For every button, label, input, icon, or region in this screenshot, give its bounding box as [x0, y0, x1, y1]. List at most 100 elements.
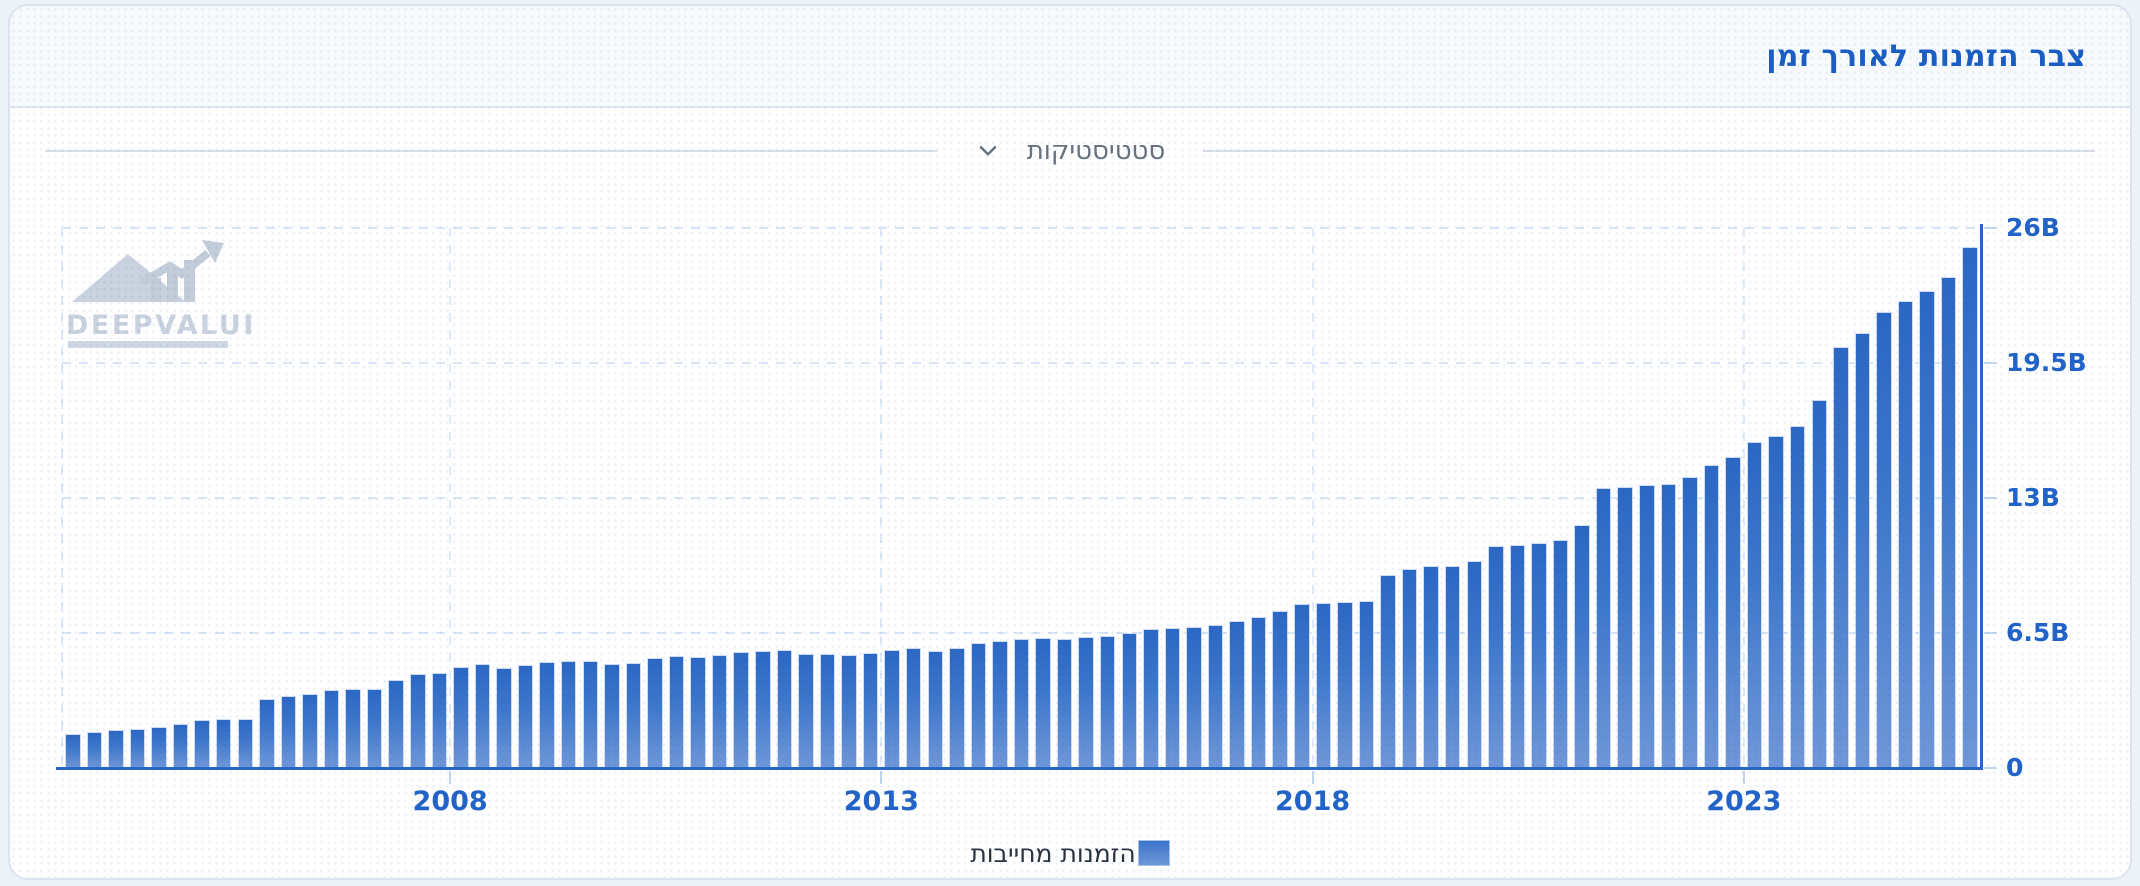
bar-7[interactable] — [194, 719, 210, 768]
bar-41[interactable] — [927, 650, 943, 768]
bar-75[interactable] — [1660, 484, 1677, 768]
legend-item-backlog[interactable]: הזמנות מחייבות — [10, 833, 2130, 873]
bar-88[interactable] — [1940, 276, 1957, 768]
bar-18[interactable] — [431, 672, 448, 768]
bar-53[interactable] — [1186, 627, 1202, 768]
bar-67[interactable] — [1488, 545, 1504, 768]
bar-55[interactable] — [1229, 621, 1245, 768]
bar-23[interactable] — [539, 661, 555, 768]
bar-73[interactable] — [1617, 486, 1633, 768]
bar-20[interactable] — [474, 663, 491, 768]
bar-47[interactable] — [1056, 638, 1073, 768]
bar-16[interactable] — [388, 679, 404, 768]
bar-37[interactable] — [841, 655, 857, 768]
bar-19[interactable] — [453, 666, 469, 768]
bar-29[interactable] — [668, 656, 685, 768]
bar-11[interactable] — [280, 695, 297, 768]
bar-50[interactable] — [1121, 633, 1138, 768]
y-tick-26B — [1984, 227, 1997, 229]
bar-66[interactable] — [1466, 560, 1483, 768]
bar-58[interactable] — [1294, 603, 1310, 768]
bar-9[interactable] — [237, 718, 254, 768]
bar-1[interactable] — [65, 733, 81, 768]
bar-26[interactable] — [604, 663, 620, 768]
bar-5[interactable] — [151, 727, 167, 768]
gridline-v-left-edge — [61, 228, 63, 768]
bar-32[interactable] — [733, 651, 749, 768]
y-axis-label-6.5B: 6.5B — [2006, 618, 2070, 647]
bar-51[interactable] — [1143, 628, 1159, 768]
bar-12[interactable] — [302, 693, 318, 768]
bar-61[interactable] — [1358, 600, 1375, 768]
bar-79[interactable] — [1746, 441, 1763, 768]
bar-77[interactable] — [1703, 464, 1720, 768]
bar-86[interactable] — [1897, 301, 1914, 768]
bar-87[interactable] — [1919, 291, 1935, 768]
bar-6[interactable] — [172, 723, 189, 768]
bar-13[interactable] — [323, 689, 340, 768]
bar-42[interactable] — [949, 647, 965, 768]
bar-56[interactable] — [1250, 616, 1267, 768]
bar-84[interactable] — [1854, 332, 1871, 768]
bar-8[interactable] — [215, 718, 232, 768]
bar-74[interactable] — [1639, 485, 1655, 768]
bar-89[interactable] — [1962, 246, 1978, 768]
bar-78[interactable] — [1725, 456, 1741, 768]
bar-52[interactable] — [1164, 628, 1181, 768]
bar-3[interactable] — [108, 730, 124, 768]
bar-43[interactable] — [970, 643, 987, 768]
bar-21[interactable] — [496, 668, 512, 768]
bar-36[interactable] — [819, 653, 836, 768]
gridline-h-26B — [62, 227, 1981, 229]
bar-69[interactable] — [1531, 543, 1547, 768]
bar-62[interactable] — [1380, 575, 1396, 768]
x-axis-label-2008: 2008 — [412, 786, 488, 817]
bar-64[interactable] — [1423, 566, 1439, 768]
bar-59[interactable] — [1315, 602, 1332, 768]
bar-14[interactable] — [345, 689, 361, 768]
bar-17[interactable] — [410, 674, 426, 768]
bar-70[interactable] — [1552, 539, 1569, 768]
bar-2[interactable] — [86, 732, 103, 768]
bar-72[interactable] — [1595, 487, 1612, 768]
bar-25[interactable] — [582, 661, 598, 768]
bar-35[interactable] — [798, 653, 814, 768]
bar-76[interactable] — [1682, 476, 1698, 768]
bar-54[interactable] — [1207, 625, 1224, 768]
divider-line-right — [1203, 150, 2096, 152]
bar-83[interactable] — [1833, 346, 1849, 768]
bar-30[interactable] — [690, 656, 706, 768]
bar-80[interactable] — [1768, 436, 1784, 768]
bar-45[interactable] — [1013, 639, 1030, 768]
stats-toggle[interactable]: סטטיסטיקות — [965, 132, 1176, 170]
bar-31[interactable] — [711, 655, 728, 768]
bar-71[interactable] — [1574, 525, 1590, 768]
bar-57[interactable] — [1272, 610, 1288, 768]
x-axis-label-2023: 2023 — [1706, 786, 1782, 817]
bar-33[interactable] — [755, 650, 771, 768]
bar-60[interactable] — [1337, 601, 1353, 768]
bar-39[interactable] — [884, 649, 900, 768]
bar-28[interactable] — [647, 657, 663, 768]
bar-44[interactable] — [992, 640, 1008, 768]
bar-34[interactable] — [776, 650, 793, 768]
bar-40[interactable] — [905, 647, 922, 768]
bar-49[interactable] — [1099, 636, 1116, 768]
deepvalue-watermark: DEEPVALUE — [66, 236, 262, 358]
bar-24[interactable] — [560, 660, 577, 768]
bar-63[interactable] — [1401, 569, 1418, 768]
bar-48[interactable] — [1078, 637, 1094, 768]
bar-27[interactable] — [625, 662, 642, 768]
bar-82[interactable] — [1811, 399, 1828, 768]
bar-10[interactable] — [259, 699, 275, 768]
bar-46[interactable] — [1035, 638, 1051, 768]
gridline-h-19.5B — [62, 362, 1981, 364]
bar-81[interactable] — [1789, 426, 1806, 768]
bar-38[interactable] — [862, 652, 879, 768]
bar-68[interactable] — [1509, 545, 1526, 768]
bar-65[interactable] — [1444, 565, 1461, 768]
bar-4[interactable] — [129, 728, 146, 768]
bar-85[interactable] — [1876, 311, 1892, 768]
bar-15[interactable] — [366, 689, 383, 768]
bar-22[interactable] — [517, 665, 534, 768]
